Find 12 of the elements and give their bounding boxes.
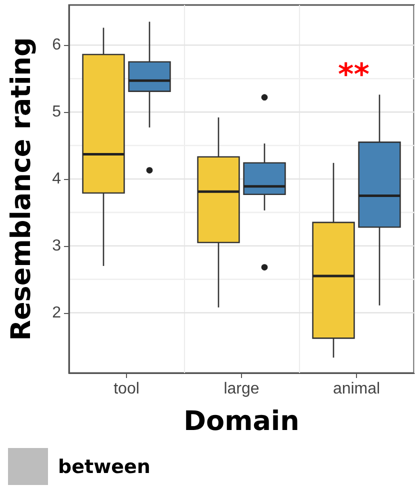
annotation: ** xyxy=(338,58,370,92)
y-tick-label: 4 xyxy=(52,170,62,188)
y-axis-title: Resemblance rating xyxy=(6,37,37,341)
y-tick-label: 3 xyxy=(52,237,62,254)
x-tick-label: large xyxy=(224,380,260,398)
y-tick-label: 5 xyxy=(52,104,62,121)
y-tick-label: 6 xyxy=(52,36,62,54)
y-tick-label: 2 xyxy=(52,304,62,322)
x-tick-label: animal xyxy=(332,380,380,398)
x-tick-label: tool xyxy=(114,380,140,398)
x-axis-title: Domain xyxy=(184,406,300,437)
text: between xyxy=(58,456,150,478)
